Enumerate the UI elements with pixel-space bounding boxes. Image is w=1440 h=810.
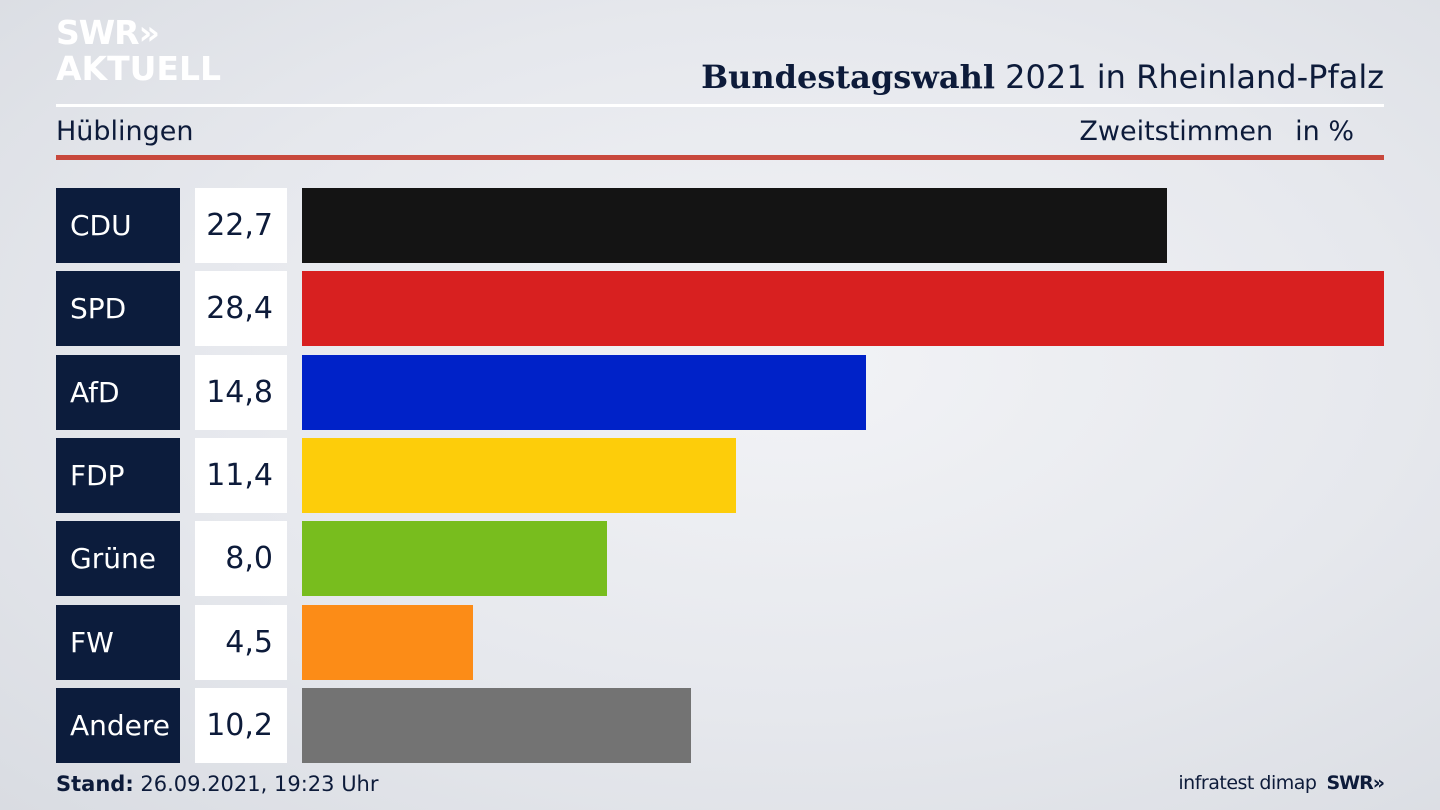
location-label: Hüblingen: [56, 116, 194, 147]
party-label: CDU: [56, 188, 180, 263]
bar-row: SPD 28,4: [56, 271, 1384, 347]
bar-row: CDU 22,7: [56, 188, 1384, 263]
bar: [302, 437, 736, 513]
party-label: AfD: [56, 354, 180, 430]
logo-line1: SWR»: [56, 13, 160, 52]
chart-title-bold: Bundestagswahl: [701, 58, 995, 96]
bar-row: FDP 11,4: [56, 437, 1384, 513]
value-label: 4,5: [195, 604, 287, 680]
bar-row: Grüne 8,0: [56, 521, 1384, 597]
value-label: 14,8: [195, 354, 287, 430]
timestamp: Stand: 26.09.2021, 19:23 Uhr: [56, 772, 379, 796]
measure-label: Zweitstimmen in %: [1079, 116, 1354, 147]
value-label: 22,7: [195, 188, 287, 263]
bar: [302, 604, 473, 680]
party-label: Grüne: [56, 521, 180, 597]
unit-text: in %: [1295, 116, 1354, 147]
bar-row: FW 4,5: [56, 604, 1384, 680]
swr-aktuell-logo: SWR» AKTUELL: [56, 16, 221, 85]
timestamp-value: 26.09.2021, 19:23 Uhr: [140, 772, 379, 796]
value-label: 10,2: [195, 687, 287, 763]
party-label: FW: [56, 604, 180, 680]
bar: [302, 354, 866, 430]
bar-row: AfD 14,8: [56, 354, 1384, 430]
source-credit: infratest dimap SWR»: [1178, 772, 1385, 794]
party-label: SPD: [56, 271, 180, 347]
chart-title-rest: 2021 in Rheinland-Pfalz: [1005, 58, 1384, 96]
header-divider: [56, 104, 1384, 107]
accent-divider: [56, 155, 1384, 160]
value-label: 28,4: [195, 271, 287, 347]
party-label: Andere: [56, 687, 180, 763]
source-label: infratest dimap: [1178, 772, 1317, 794]
bar: [302, 271, 1384, 347]
measure-text: Zweitstimmen: [1079, 116, 1274, 147]
bar: [302, 687, 691, 763]
logo-line2: AKTUELL: [56, 49, 222, 88]
bar: [302, 521, 607, 597]
bar: [302, 188, 1167, 263]
value-label: 11,4: [195, 437, 287, 513]
party-label: FDP: [56, 437, 180, 513]
value-label: 8,0: [195, 521, 287, 597]
timestamp-label: Stand:: [56, 772, 134, 796]
bar-row: Andere 10,2: [56, 687, 1384, 763]
chart-title: Bundestagswahl 2021 in Rheinland-Pfalz: [701, 58, 1384, 96]
swr-footer-logo: SWR»: [1326, 772, 1385, 794]
